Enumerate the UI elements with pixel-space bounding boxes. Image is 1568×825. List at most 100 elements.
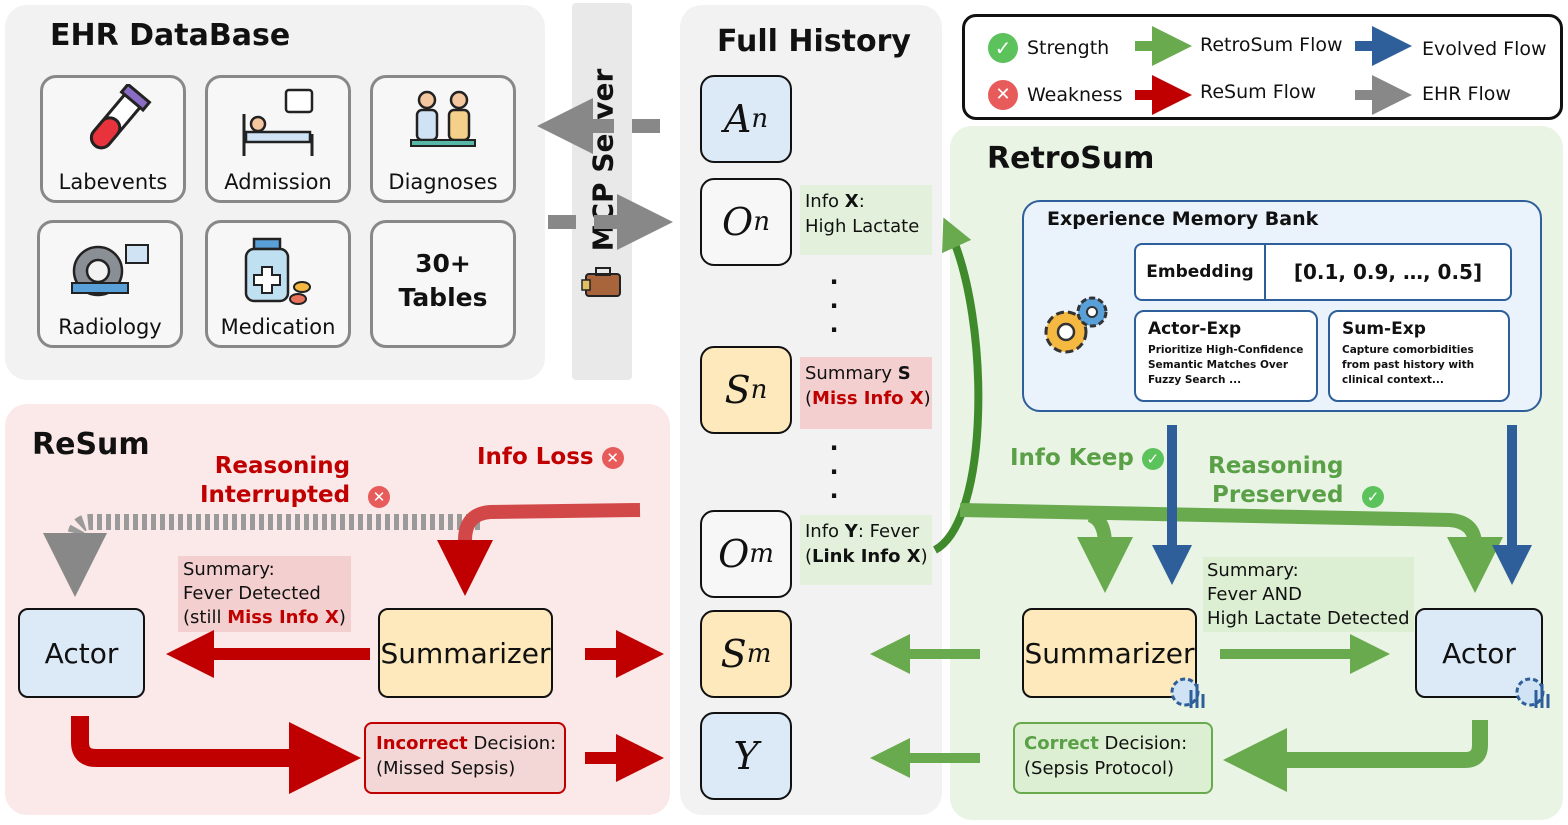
text: Link Info X bbox=[812, 546, 921, 567]
legend-retrosum-flow: RetroSum Flow bbox=[1200, 34, 1343, 56]
tile-medication[interactable]: Medication bbox=[205, 220, 351, 348]
reasoning-interrupted-label: Reasoning Interrupted bbox=[200, 452, 350, 510]
symbol: A bbox=[723, 97, 752, 141]
embedding-label: Embedding bbox=[1136, 245, 1266, 299]
text: X bbox=[844, 191, 859, 212]
evolving-gear-icon bbox=[1515, 677, 1550, 708]
legend-strength: Strength bbox=[1027, 37, 1110, 59]
text: ) bbox=[338, 607, 346, 628]
medicine-bottle-icon bbox=[244, 237, 311, 305]
retrosum-title: RetroSum bbox=[987, 141, 1155, 176]
tile-diagnoses[interactable]: Diagnoses bbox=[370, 75, 516, 203]
mri-scanner-icon bbox=[71, 244, 149, 297]
retrosum-summary-note: Summary: Fever AND High Lactate Detected bbox=[1203, 557, 1414, 632]
legend-weakness: Weakness bbox=[1027, 84, 1123, 106]
incorrect-decision-box: Incorrect Decision: (Missed Sepsis) bbox=[364, 722, 566, 794]
info-keep-label: Info Keep ✓ bbox=[1010, 444, 1164, 473]
text: ( bbox=[805, 388, 813, 409]
check-icon: ✓ bbox=[988, 33, 1018, 63]
test-tube-icon bbox=[89, 84, 152, 150]
doctor-patient-icon bbox=[410, 90, 476, 147]
text: Decision: bbox=[1098, 733, 1188, 754]
ellipsis-dots: · · · bbox=[822, 436, 846, 508]
text: Incorrect bbox=[376, 733, 468, 754]
resum-title: ReSum bbox=[32, 427, 150, 462]
cross-icon: ✕ bbox=[988, 80, 1018, 110]
resum-actor[interactable]: Actor bbox=[18, 608, 145, 698]
tile-30-tables[interactable]: 30+ Tables bbox=[370, 220, 516, 348]
reasoning-preserved-label: Reasoning Preserved bbox=[1208, 452, 1344, 510]
text: Summary bbox=[805, 363, 898, 384]
tile-radiology[interactable]: Radiology bbox=[37, 220, 183, 348]
tile-label: Medication bbox=[220, 315, 336, 339]
cross-icon: ✕ bbox=[368, 486, 390, 508]
text: Summarizer bbox=[380, 636, 551, 670]
text: ( bbox=[805, 546, 813, 567]
symbol: Y bbox=[733, 734, 759, 778]
text: S bbox=[897, 363, 911, 384]
legend bbox=[962, 14, 1563, 120]
text: ) bbox=[923, 388, 931, 409]
text: (Sepsis Protocol) bbox=[1024, 758, 1174, 779]
dot: · bbox=[829, 458, 839, 486]
text: Fever AND bbox=[1207, 584, 1302, 605]
retrosum-summarizer[interactable]: Summarizer bbox=[1022, 608, 1197, 698]
tables-label: Tables bbox=[398, 283, 488, 312]
legend-resum-flow: ReSum Flow bbox=[1200, 81, 1317, 103]
tile-label: Labevents bbox=[58, 170, 168, 194]
mcp-server-label: MCP Server bbox=[586, 68, 620, 252]
text: Summary: bbox=[183, 559, 275, 580]
evolving-gear-icon bbox=[1170, 677, 1205, 708]
resum-summarizer[interactable]: Summarizer bbox=[378, 608, 553, 698]
toolbox-icon bbox=[581, 267, 621, 297]
tables-count: 30+ bbox=[415, 249, 471, 278]
text: Y bbox=[844, 521, 858, 542]
text: Fever Detected bbox=[183, 583, 321, 604]
text: Miss Info X bbox=[812, 388, 924, 409]
text: Interrupted bbox=[200, 482, 351, 508]
text: Summarizer bbox=[1024, 636, 1195, 670]
tile-admission[interactable]: Admission bbox=[205, 75, 351, 203]
check-icon: ✓ bbox=[1141, 447, 1164, 470]
cross-icon: ✕ bbox=[601, 446, 624, 469]
text: Info bbox=[805, 191, 845, 212]
subscript: n bbox=[751, 104, 769, 134]
text: Miss Info X bbox=[227, 607, 339, 628]
ehr-title: EHR DataBase bbox=[50, 18, 291, 53]
text: Correct bbox=[1024, 733, 1099, 754]
gears-icon bbox=[1044, 296, 1108, 354]
text: (still bbox=[183, 607, 228, 628]
dot: · bbox=[829, 292, 839, 320]
info-x-note: Info X: High Lactate bbox=[800, 185, 932, 255]
tile-label: Admission bbox=[224, 170, 332, 194]
dot: · bbox=[829, 316, 839, 344]
memory-bank-title: Experience Memory Bank bbox=[1047, 208, 1319, 230]
legend-evolved-flow: Evolved Flow bbox=[1422, 38, 1547, 60]
actor-exp-title: Actor-Exp bbox=[1148, 319, 1242, 339]
dot: · bbox=[829, 268, 839, 296]
text: Summary: bbox=[1207, 560, 1299, 581]
sum-exp-card: Sum-Exp Capture comorbidities from past … bbox=[1328, 310, 1510, 402]
text: High Lactate Detected bbox=[1207, 608, 1410, 629]
tile-labevents[interactable]: Labevents bbox=[40, 75, 186, 203]
text: Reasoning bbox=[1208, 453, 1344, 479]
legend-ehr-flow: EHR Flow bbox=[1422, 83, 1511, 105]
subscript: m bbox=[749, 539, 774, 569]
text: : bbox=[858, 191, 865, 212]
summary-s-note: Summary S (Miss Info X) bbox=[800, 357, 932, 429]
dot: · bbox=[829, 434, 839, 462]
subscript: m bbox=[746, 639, 772, 669]
subscript: n bbox=[753, 207, 770, 237]
actor-exp-card: Actor-Exp Prioritize High-Confidence Sem… bbox=[1134, 310, 1318, 402]
actor-exp-text: Prioritize High-Confidence Semantic Matc… bbox=[1148, 344, 1304, 386]
tile-label: Radiology bbox=[58, 315, 162, 339]
text: Actor bbox=[44, 636, 119, 670]
check-icon: ✓ bbox=[1362, 486, 1384, 508]
history-output-y[interactable]: Y bbox=[700, 712, 792, 800]
hospital-bed-icon bbox=[242, 88, 314, 156]
